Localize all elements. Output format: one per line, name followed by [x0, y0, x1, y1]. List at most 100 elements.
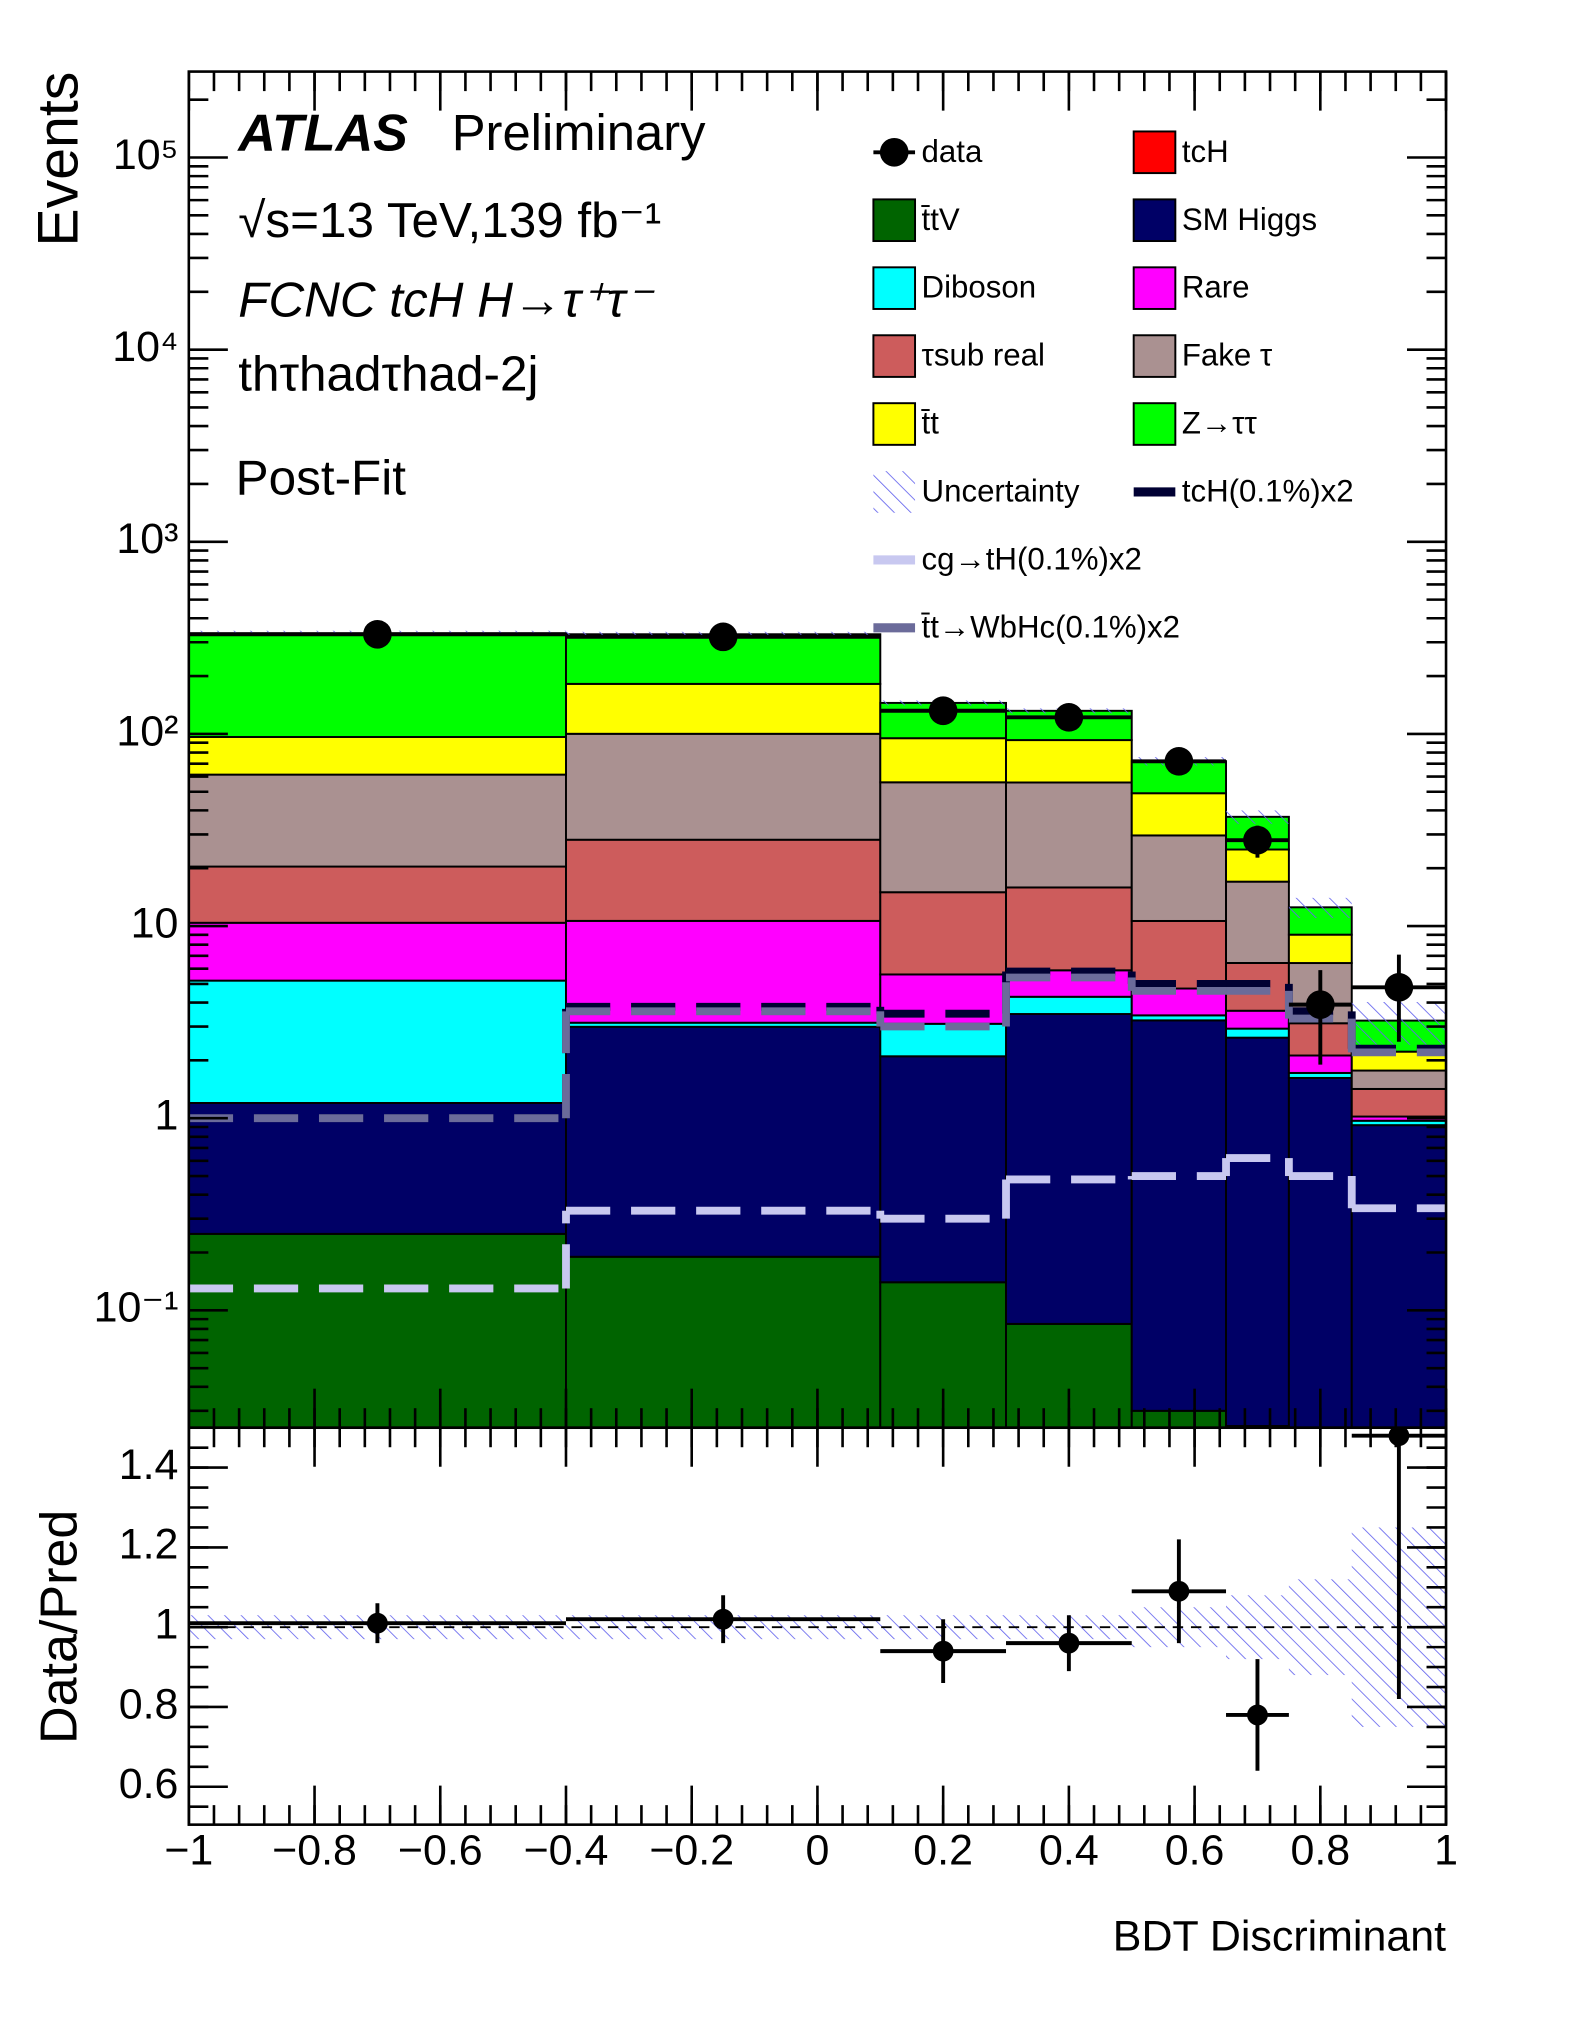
- data-point: [1384, 972, 1414, 1002]
- legend-label: data: [922, 134, 983, 169]
- stack-bar: [879, 1055, 1007, 1284]
- legend-label: t̄t: [921, 406, 940, 441]
- annotation: thτhadτhad-2j: [238, 346, 538, 401]
- x-tick-label: 0.2: [913, 1827, 973, 1875]
- y-axis-label: Data/Pred: [30, 1510, 88, 1744]
- legend-swatch: [872, 266, 917, 310]
- y-tick-label: 10³: [116, 515, 178, 563]
- legend-label: Uncertainty: [922, 474, 1080, 509]
- stack-bar: [188, 1232, 567, 1428]
- stack-bar: [1005, 1013, 1133, 1325]
- stack-bar: [565, 1025, 882, 1258]
- stack-bar: [879, 891, 1007, 976]
- stack-bar: [1225, 880, 1290, 964]
- main-plot: [188, 619, 1447, 1428]
- y-tick-label: 1: [155, 1601, 179, 1649]
- stack-bar: [1130, 919, 1228, 990]
- stack-bar: [1225, 1009, 1290, 1030]
- x-axis-label: BDT Discriminant: [1113, 1913, 1446, 1961]
- stack-bar: [1350, 1087, 1447, 1118]
- stack-bar: [188, 865, 567, 924]
- legend-swatch: [873, 471, 916, 513]
- annotation: FCNC tcH H→τ⁺τ⁻: [238, 272, 655, 327]
- ratio-point: [932, 1640, 954, 1662]
- stack-bar: [879, 781, 1007, 894]
- stack-bar: [1005, 781, 1133, 889]
- stack-bar: [565, 732, 882, 841]
- uncertainty-band: [1226, 810, 1289, 824]
- data-point: [1243, 825, 1272, 855]
- legend-label: SM Higgs: [1182, 202, 1317, 237]
- ratio-point: [1388, 1427, 1410, 1447]
- stack-bar: [1005, 739, 1133, 784]
- x-tick-label: −1: [164, 1827, 213, 1875]
- ratio-point: [1247, 1704, 1268, 1726]
- annotation: Preliminary: [452, 104, 706, 161]
- data-point: [928, 696, 958, 726]
- annotation: √s=13 TeV,139 fb⁻¹: [238, 193, 661, 248]
- ratio-point: [712, 1608, 734, 1630]
- stack-bar: [1130, 792, 1228, 837]
- stack-bar: [1005, 886, 1133, 972]
- legend-swatch: [872, 402, 917, 446]
- data-point: [1164, 747, 1194, 776]
- annotation: Post-Fit: [236, 451, 407, 506]
- y-tick-label: 10: [131, 899, 179, 947]
- legend-label: t̄t→WbHc(0.1%)x2: [921, 609, 1181, 644]
- legend-label: Fake τ: [1182, 338, 1273, 373]
- x-tick-label: −0.4: [524, 1827, 609, 1875]
- stack-bar: [1005, 995, 1133, 1015]
- legend-label: τsub real: [922, 338, 1045, 373]
- legend-swatch: [1132, 198, 1177, 243]
- data-point: [1306, 990, 1335, 1019]
- legend-label: tcH(0.1%)x2: [1182, 474, 1354, 509]
- y-tick-label: 0.8: [119, 1680, 179, 1728]
- stack-bar: [188, 979, 567, 1104]
- legend-swatch: [1132, 402, 1177, 446]
- y-tick-label: 0.6: [119, 1760, 179, 1808]
- x-tick-label: −0.8: [272, 1827, 357, 1875]
- data-point: [1054, 703, 1084, 732]
- stack-bar: [1130, 1019, 1228, 1412]
- legend-swatch: [872, 198, 917, 243]
- legend-swatch: [1132, 130, 1177, 175]
- stack-bar: [1350, 1124, 1447, 1428]
- stack-bar: [188, 632, 567, 738]
- x-tick-label: −0.6: [398, 1827, 483, 1875]
- stack-bar: [565, 1255, 882, 1428]
- ratio-point: [1058, 1632, 1080, 1654]
- stack-bar: [1225, 1027, 1290, 1039]
- legend-marker: [879, 137, 909, 167]
- x-tick-label: 0: [805, 1827, 829, 1875]
- y-tick-label: 10²: [116, 707, 178, 755]
- x-tick-label: 0.4: [1039, 1827, 1099, 1875]
- stack-bar: [1350, 1069, 1447, 1090]
- ratio-plot: [188, 1427, 1447, 1771]
- stack-bar: [188, 773, 567, 868]
- y-tick-label: 1.4: [119, 1441, 179, 1489]
- stack-bar: [565, 838, 882, 922]
- annotation: ATLAS: [236, 104, 408, 162]
- y-tick-label: 1: [155, 1092, 179, 1140]
- legend-swatch: [872, 334, 917, 378]
- y-axis-label: Events: [27, 72, 91, 247]
- stack-bar: [188, 921, 567, 982]
- stack-bar: [1225, 1036, 1290, 1427]
- y-tick-label: 10⁴: [112, 323, 178, 371]
- x-tick-label: −0.2: [649, 1827, 734, 1875]
- stack-bar: [1130, 1409, 1228, 1428]
- legend-label: Rare: [1182, 270, 1250, 305]
- y-tick-label: 10⁻¹: [94, 1284, 179, 1332]
- stack-bar: [188, 736, 567, 776]
- legend-label: cg→tH(0.1%)x2: [922, 541, 1142, 576]
- legend-label: tcH: [1182, 134, 1229, 169]
- legend-swatch: [1132, 334, 1177, 378]
- stack-bar: [565, 682, 882, 735]
- legend-label: Z→ττ: [1182, 406, 1258, 441]
- y-tick-label: 10⁵: [113, 131, 179, 179]
- stack-bar: [1287, 933, 1353, 965]
- legend-label: t̄tV: [921, 202, 960, 237]
- legend-label: Diboson: [922, 270, 1037, 305]
